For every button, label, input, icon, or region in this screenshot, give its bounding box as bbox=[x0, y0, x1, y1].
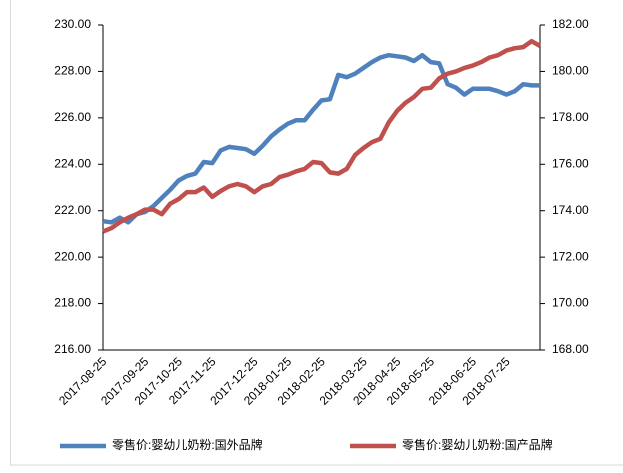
y-tick-label: 216.00 bbox=[54, 342, 91, 356]
series-line bbox=[102, 52, 540, 225]
y-tick-label: 224.00 bbox=[54, 156, 91, 170]
y-tick-label: 218.00 bbox=[54, 296, 91, 310]
y2-tick-label: 176.00 bbox=[552, 156, 589, 170]
y-tick-label: 228.00 bbox=[54, 64, 91, 78]
y-tick-label: 230.00 bbox=[54, 17, 91, 31]
legend-label: 零售价:婴幼儿奶粉:国外品牌 bbox=[112, 437, 263, 452]
y2-tick-label: 178.00 bbox=[552, 110, 589, 124]
y-tick-label: 220.00 bbox=[54, 249, 91, 263]
legend-label: 零售价:婴幼儿奶粉:国产品牌 bbox=[402, 437, 553, 452]
y-tick-label: 226.00 bbox=[54, 110, 91, 124]
y2-tick-label: 182.00 bbox=[552, 17, 589, 31]
y2-tick-label: 172.00 bbox=[552, 249, 589, 263]
y-tick-label: 222.00 bbox=[54, 203, 91, 217]
y2-tick-label: 174.00 bbox=[552, 203, 589, 217]
chart-frame bbox=[10, 0, 623, 466]
y2-tick-label: 180.00 bbox=[552, 64, 589, 78]
series-line bbox=[102, 38, 542, 234]
y2-tick-label: 170.00 bbox=[552, 296, 589, 310]
y2-tick-label: 168.00 bbox=[552, 342, 589, 356]
